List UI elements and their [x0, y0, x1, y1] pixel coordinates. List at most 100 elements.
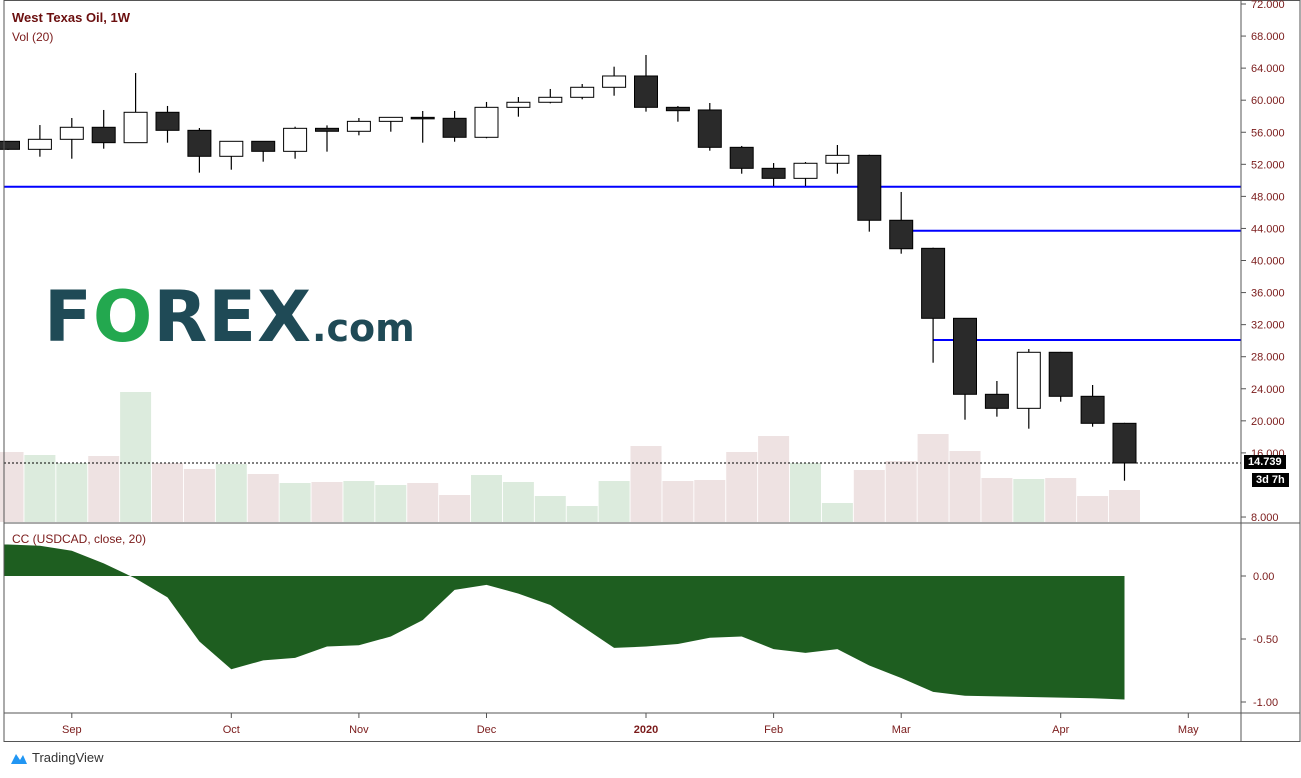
time-tick-label: Dec	[477, 724, 497, 736]
candle-body	[793, 162, 818, 179]
price-tick-label: 52.000	[1251, 159, 1285, 171]
volume-bar	[853, 470, 885, 522]
tradingview-logo-icon	[11, 753, 27, 764]
candle-body	[442, 117, 467, 138]
horizontal-levels	[4, 185, 1241, 464]
volume-bar	[375, 485, 407, 522]
indicator-tick-label: -0.50	[1253, 634, 1278, 646]
time-tick-label: Apr	[1052, 724, 1069, 736]
price-tick-label: 56.000	[1251, 127, 1285, 139]
volume-bar	[885, 461, 917, 522]
candle-body	[570, 86, 595, 98]
price-tick-label: 8.000	[1251, 512, 1279, 524]
volume-bar	[439, 495, 471, 522]
volume-bar	[1013, 479, 1045, 522]
candle-body	[921, 247, 946, 319]
candle-body	[315, 127, 339, 132]
volume-bar	[1109, 490, 1140, 522]
indicator-tick-label: -1.00	[1253, 697, 1278, 709]
price-tick-label: 36.000	[1251, 288, 1285, 300]
candle-body	[825, 154, 850, 164]
volume-bar	[630, 446, 662, 522]
forex-logo-watermark: FOREX.com	[44, 276, 415, 358]
time-tick-label: Feb	[764, 724, 783, 736]
time-tick-label: May	[1178, 724, 1199, 736]
candle-body	[283, 127, 308, 152]
candle-body	[187, 129, 212, 157]
volume-bar	[949, 451, 981, 522]
volume-bar	[247, 474, 279, 522]
candle-body	[953, 317, 977, 395]
volume-bar	[566, 506, 598, 522]
candle-body	[1112, 422, 1137, 464]
price-tick-label: 72.000	[1251, 0, 1285, 11]
price-tick-label: 28.000	[1251, 352, 1285, 364]
volume-bar	[183, 469, 215, 522]
volume-bar	[1045, 478, 1077, 522]
price-tick-label: 68.000	[1251, 31, 1285, 43]
volume-bar	[471, 475, 502, 522]
volume-bar	[215, 464, 247, 522]
candle-body	[251, 140, 276, 152]
candle-body	[1048, 351, 1073, 397]
indicator-area	[4, 544, 1125, 700]
candle-body	[219, 140, 244, 157]
indicator-tick-label: 0.00	[1253, 571, 1274, 583]
volume-bars	[0, 392, 1140, 522]
candle-body	[123, 111, 148, 144]
candle-body	[0, 140, 20, 150]
candle-body	[91, 126, 116, 144]
candle-body	[1080, 395, 1105, 424]
time-tick-label: Sep	[62, 724, 82, 736]
symbol-title: West Texas Oil, 1W	[12, 10, 131, 25]
volume-bar	[821, 503, 853, 522]
candle-body	[506, 101, 531, 108]
countdown-tag: 3d 7h	[1252, 473, 1289, 487]
candle-body	[155, 111, 180, 131]
candle-body	[857, 154, 882, 221]
candle-body	[59, 126, 84, 140]
volume-bar	[343, 481, 375, 522]
candle-body	[697, 109, 722, 148]
time-tick-label: Mar	[892, 724, 911, 736]
volume-bar	[24, 455, 56, 522]
volume-bar	[120, 392, 152, 522]
time-tick-label: Oct	[223, 724, 240, 736]
volume-legend: Vol (20)	[12, 30, 54, 44]
candle-body	[378, 116, 403, 122]
candle-body	[538, 96, 563, 103]
volume-bar	[311, 482, 343, 522]
volume-bar	[88, 456, 120, 522]
volume-bar	[981, 478, 1013, 522]
candle-body	[602, 75, 627, 88]
volume-bar	[1077, 496, 1109, 522]
price-tick-label: 20.000	[1251, 416, 1285, 428]
price-tick-label: 24.000	[1251, 384, 1285, 396]
candle-body	[410, 116, 435, 120]
candle-body	[474, 106, 499, 138]
volume-bar	[407, 483, 439, 522]
price-tick-label: 60.000	[1251, 95, 1285, 107]
candles	[0, 54, 1137, 481]
candle-body	[346, 120, 371, 132]
time-tick-label: Nov	[349, 724, 369, 736]
price-tick-label: 64.000	[1251, 63, 1285, 75]
volume-bar	[917, 434, 949, 522]
volume-bar	[790, 463, 821, 522]
volume-bar	[56, 463, 88, 522]
volume-bar	[534, 496, 566, 522]
candle-body	[729, 146, 754, 169]
price-tick-label: 40.000	[1251, 256, 1285, 268]
candle-body	[634, 75, 658, 108]
volume-bar	[726, 452, 758, 522]
candle-body	[984, 393, 1009, 409]
volume-bar	[152, 463, 183, 522]
tradingview-brand[interactable]: TradingView	[10, 750, 104, 765]
volume-bar	[0, 452, 24, 522]
volume-bar	[662, 481, 694, 522]
volume-bar	[758, 436, 790, 522]
volume-bar	[694, 480, 726, 522]
candle-body	[1016, 351, 1041, 409]
candle-body	[665, 106, 690, 112]
